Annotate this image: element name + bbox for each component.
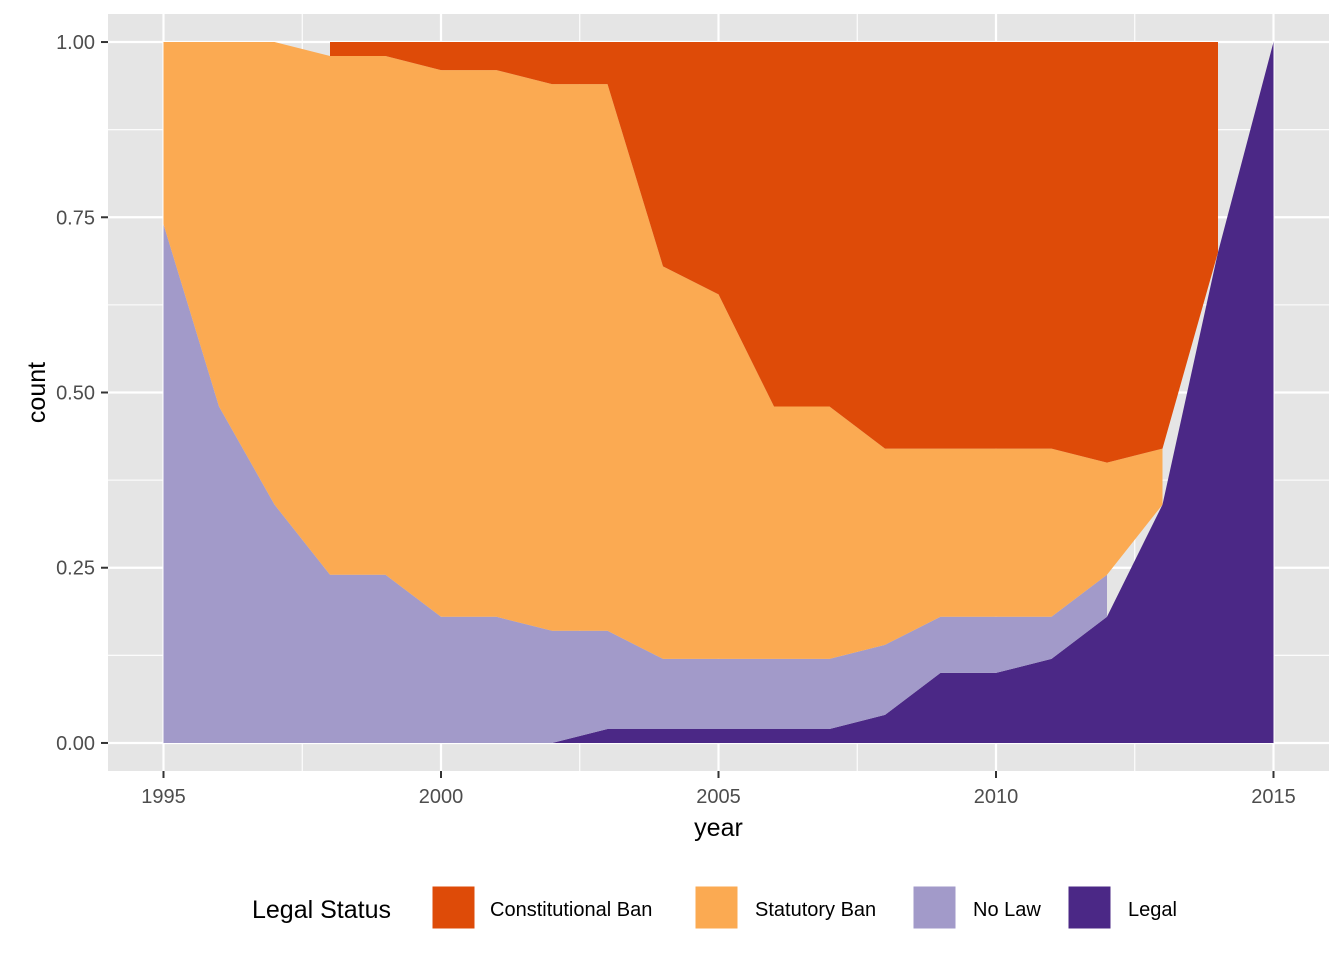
- area-layers: [163, 42, 1274, 743]
- legend-label: Legal: [1128, 899, 1177, 921]
- area-constitutional-ban: [330, 42, 1218, 463]
- legend-swatch: [694, 885, 739, 930]
- x-axis: 1995 2000 2005 2010 2015: [141, 771, 1296, 808]
- legend-swatch: [431, 885, 476, 930]
- x-tick-label: 2015: [1251, 786, 1296, 808]
- y-axis: 0.00 0.25 0.50 0.75 1.00: [56, 32, 108, 755]
- x-axis-title: year: [694, 814, 743, 842]
- legend-swatch: [912, 885, 957, 930]
- x-tick-label: 2000: [419, 786, 464, 808]
- legend-label: Statutory Ban: [755, 899, 876, 921]
- y-tick-label: 1.00: [56, 32, 95, 54]
- area-no-law: [163, 224, 1107, 743]
- y-tick-label: 0.50: [56, 383, 95, 405]
- legend-swatch: [1067, 885, 1112, 930]
- y-tick-label: 0.75: [56, 207, 95, 229]
- legend-title: Legal Status: [252, 896, 391, 924]
- x-tick-label: 1995: [141, 786, 186, 808]
- legend: Legal Status Constitutional Ban Statutory…: [252, 885, 1177, 930]
- x-tick-label: 2005: [696, 786, 741, 808]
- y-axis-title: count: [23, 362, 51, 423]
- x-tick-label: 2010: [974, 786, 1019, 808]
- legend-label: No Law: [973, 899, 1041, 921]
- area-legal: [552, 42, 1274, 743]
- legend-label: Constitutional Ban: [490, 899, 652, 921]
- area-statutory-ban: [163, 42, 1163, 659]
- y-tick-label: 0.00: [56, 733, 95, 755]
- y-tick-label: 0.25: [56, 558, 95, 580]
